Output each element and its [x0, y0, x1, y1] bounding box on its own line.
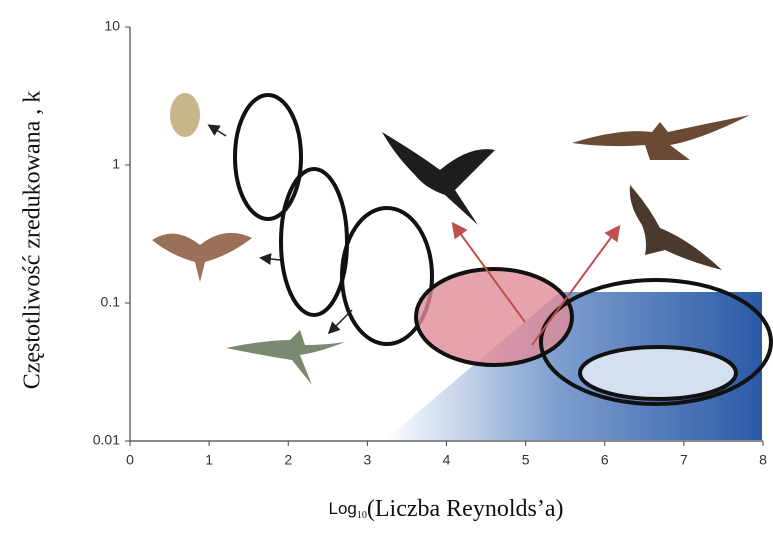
arrow	[262, 258, 280, 260]
falcon	[572, 115, 750, 160]
x-axis-label: Log10(Liczba Reynolds’a)	[329, 496, 564, 522]
x-label-base: Log	[329, 499, 357, 518]
y-tick-label: 1	[112, 156, 120, 172]
y-tick-label: 0.01	[93, 432, 120, 448]
arrow	[210, 126, 226, 136]
y-tick-label: 0.1	[101, 294, 121, 310]
moth	[152, 233, 252, 282]
x-tick-label: 2	[284, 452, 292, 468]
x-label-subscript: 10	[357, 510, 367, 521]
x-tick-label: 1	[205, 452, 213, 468]
eagle	[630, 185, 722, 270]
x-label-text: (Liczba Reynolds’a)	[367, 496, 564, 522]
x-tick-label: 6	[601, 452, 609, 468]
moth-region	[281, 169, 347, 315]
y-axis-label: Częstotliwość zredukowana , k	[20, 91, 46, 390]
x-tick-label: 3	[363, 452, 371, 468]
hummingbird	[226, 330, 345, 385]
arrow	[330, 310, 352, 332]
x-tick-label: 4	[443, 452, 451, 468]
x-tick-label: 5	[522, 452, 530, 468]
x-tick-label: 0	[126, 452, 134, 468]
inner-region	[580, 347, 736, 399]
insect-region	[235, 95, 301, 219]
x-tick-label: 8	[759, 452, 767, 468]
y-tick-label: 10	[104, 18, 120, 34]
fly	[170, 93, 200, 137]
x-tick-label: 7	[680, 452, 688, 468]
regions	[210, 95, 771, 440]
chart: Częstotliwość zredukowana , k Log10(Licz…	[0, 0, 773, 540]
